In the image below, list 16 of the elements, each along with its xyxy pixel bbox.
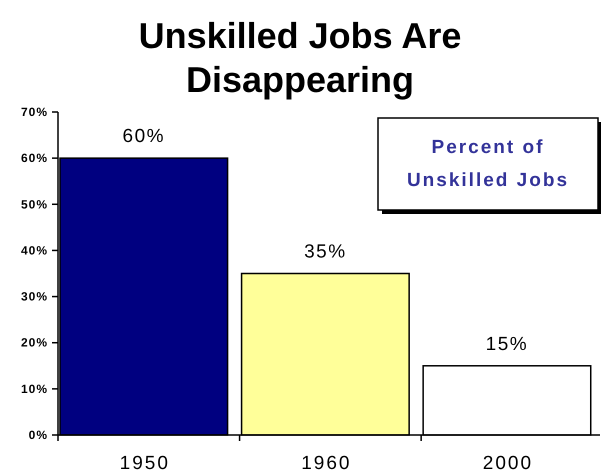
y-tick-label: 10%: [20, 382, 48, 396]
chart-title: Unskilled Jobs Are Disappearing: [138, 15, 462, 100]
y-tick-label: 60%: [20, 151, 48, 166]
y-tick-label: 50%: [20, 197, 48, 212]
data-label: 15%: [486, 334, 528, 355]
x-tick-label: 1950: [120, 453, 170, 473]
y-tick-label: 40%: [20, 243, 48, 258]
x-tick-label: 1960: [301, 453, 352, 473]
annotation: Percent of Unskilled Jobs: [406, 137, 570, 191]
y-tick-label: 20%: [20, 336, 48, 350]
y-tick-label: 30%: [20, 290, 48, 304]
data-label: 60%: [122, 126, 166, 148]
y-tick-label: 0%: [28, 428, 48, 442]
y-tick-label: 70%: [20, 105, 48, 119]
data-label: 35%: [304, 242, 347, 262]
x-tick-label: 2000: [482, 453, 534, 473]
